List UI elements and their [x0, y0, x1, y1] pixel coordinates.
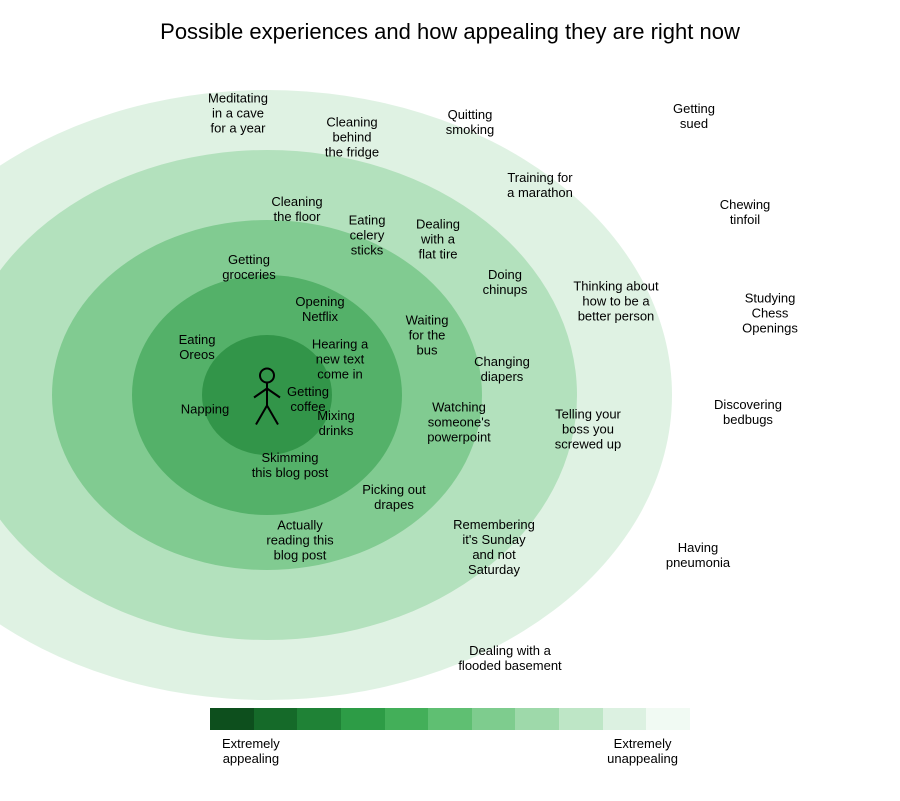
legend-swatch	[385, 708, 429, 730]
legend-right-label: Extremely unappealing	[607, 736, 678, 766]
experience-label: Cleaning the floor	[271, 195, 322, 225]
legend-swatch	[254, 708, 298, 730]
experience-label: Meditating in a cave for a year	[208, 92, 268, 137]
experience-label: Quitting smoking	[446, 108, 494, 138]
legend-gradient	[210, 708, 690, 730]
legend-swatch	[515, 708, 559, 730]
experience-label: Studying Chess Openings	[742, 292, 798, 337]
experience-label: Remembering it's Sunday and not Saturday	[453, 518, 535, 578]
experience-label: Changing diapers	[474, 355, 530, 385]
legend-swatch	[297, 708, 341, 730]
experience-label: Thinking about how to be a better person	[573, 280, 658, 325]
legend-swatch	[559, 708, 603, 730]
experience-label: Cleaning behind the fridge	[325, 116, 379, 161]
legend-swatch	[341, 708, 385, 730]
experience-label: Mixing drinks	[317, 409, 355, 439]
experience-label: Hearing a new text come in	[312, 338, 368, 383]
experience-label: Eating celery sticks	[349, 214, 386, 259]
experience-label: Doing chinups	[483, 268, 528, 298]
legend-swatch	[646, 708, 690, 730]
experience-label: Opening Netflix	[295, 295, 344, 325]
legend-left-label: Extremely appealing	[222, 736, 280, 766]
experience-label: Discovering bedbugs	[714, 398, 782, 428]
experience-label: Dealing with a flat tire	[416, 218, 460, 263]
legend-swatch	[210, 708, 254, 730]
experience-label: Training for a marathon	[507, 171, 573, 201]
legend-swatch	[472, 708, 516, 730]
experience-label: Chewing tinfoil	[720, 198, 771, 228]
experience-label: Telling your boss you screwed up	[555, 408, 621, 453]
experience-label: Having pneumonia	[666, 541, 730, 571]
legend-swatch	[603, 708, 647, 730]
experience-label: Getting groceries	[222, 253, 275, 283]
experience-label: Skimming this blog post	[252, 451, 329, 481]
experience-label: Actually reading this blog post	[266, 519, 333, 564]
experience-label: Picking out drapes	[362, 483, 426, 513]
experience-label: Getting sued	[673, 102, 715, 132]
legend: Extremely appealing Extremely unappealin…	[210, 708, 690, 766]
experience-label: Napping	[181, 403, 229, 418]
legend-swatch	[428, 708, 472, 730]
experience-label: Waiting for the bus	[406, 314, 449, 359]
stick-figure	[250, 368, 284, 433]
experience-label: Dealing with a flooded basement	[458, 644, 561, 674]
experience-label: Eating Oreos	[179, 333, 216, 363]
experience-label: Watching someone's powerpoint	[427, 401, 491, 446]
diagram-stage: Meditating in a cave for a year Cleaning …	[0, 0, 900, 801]
